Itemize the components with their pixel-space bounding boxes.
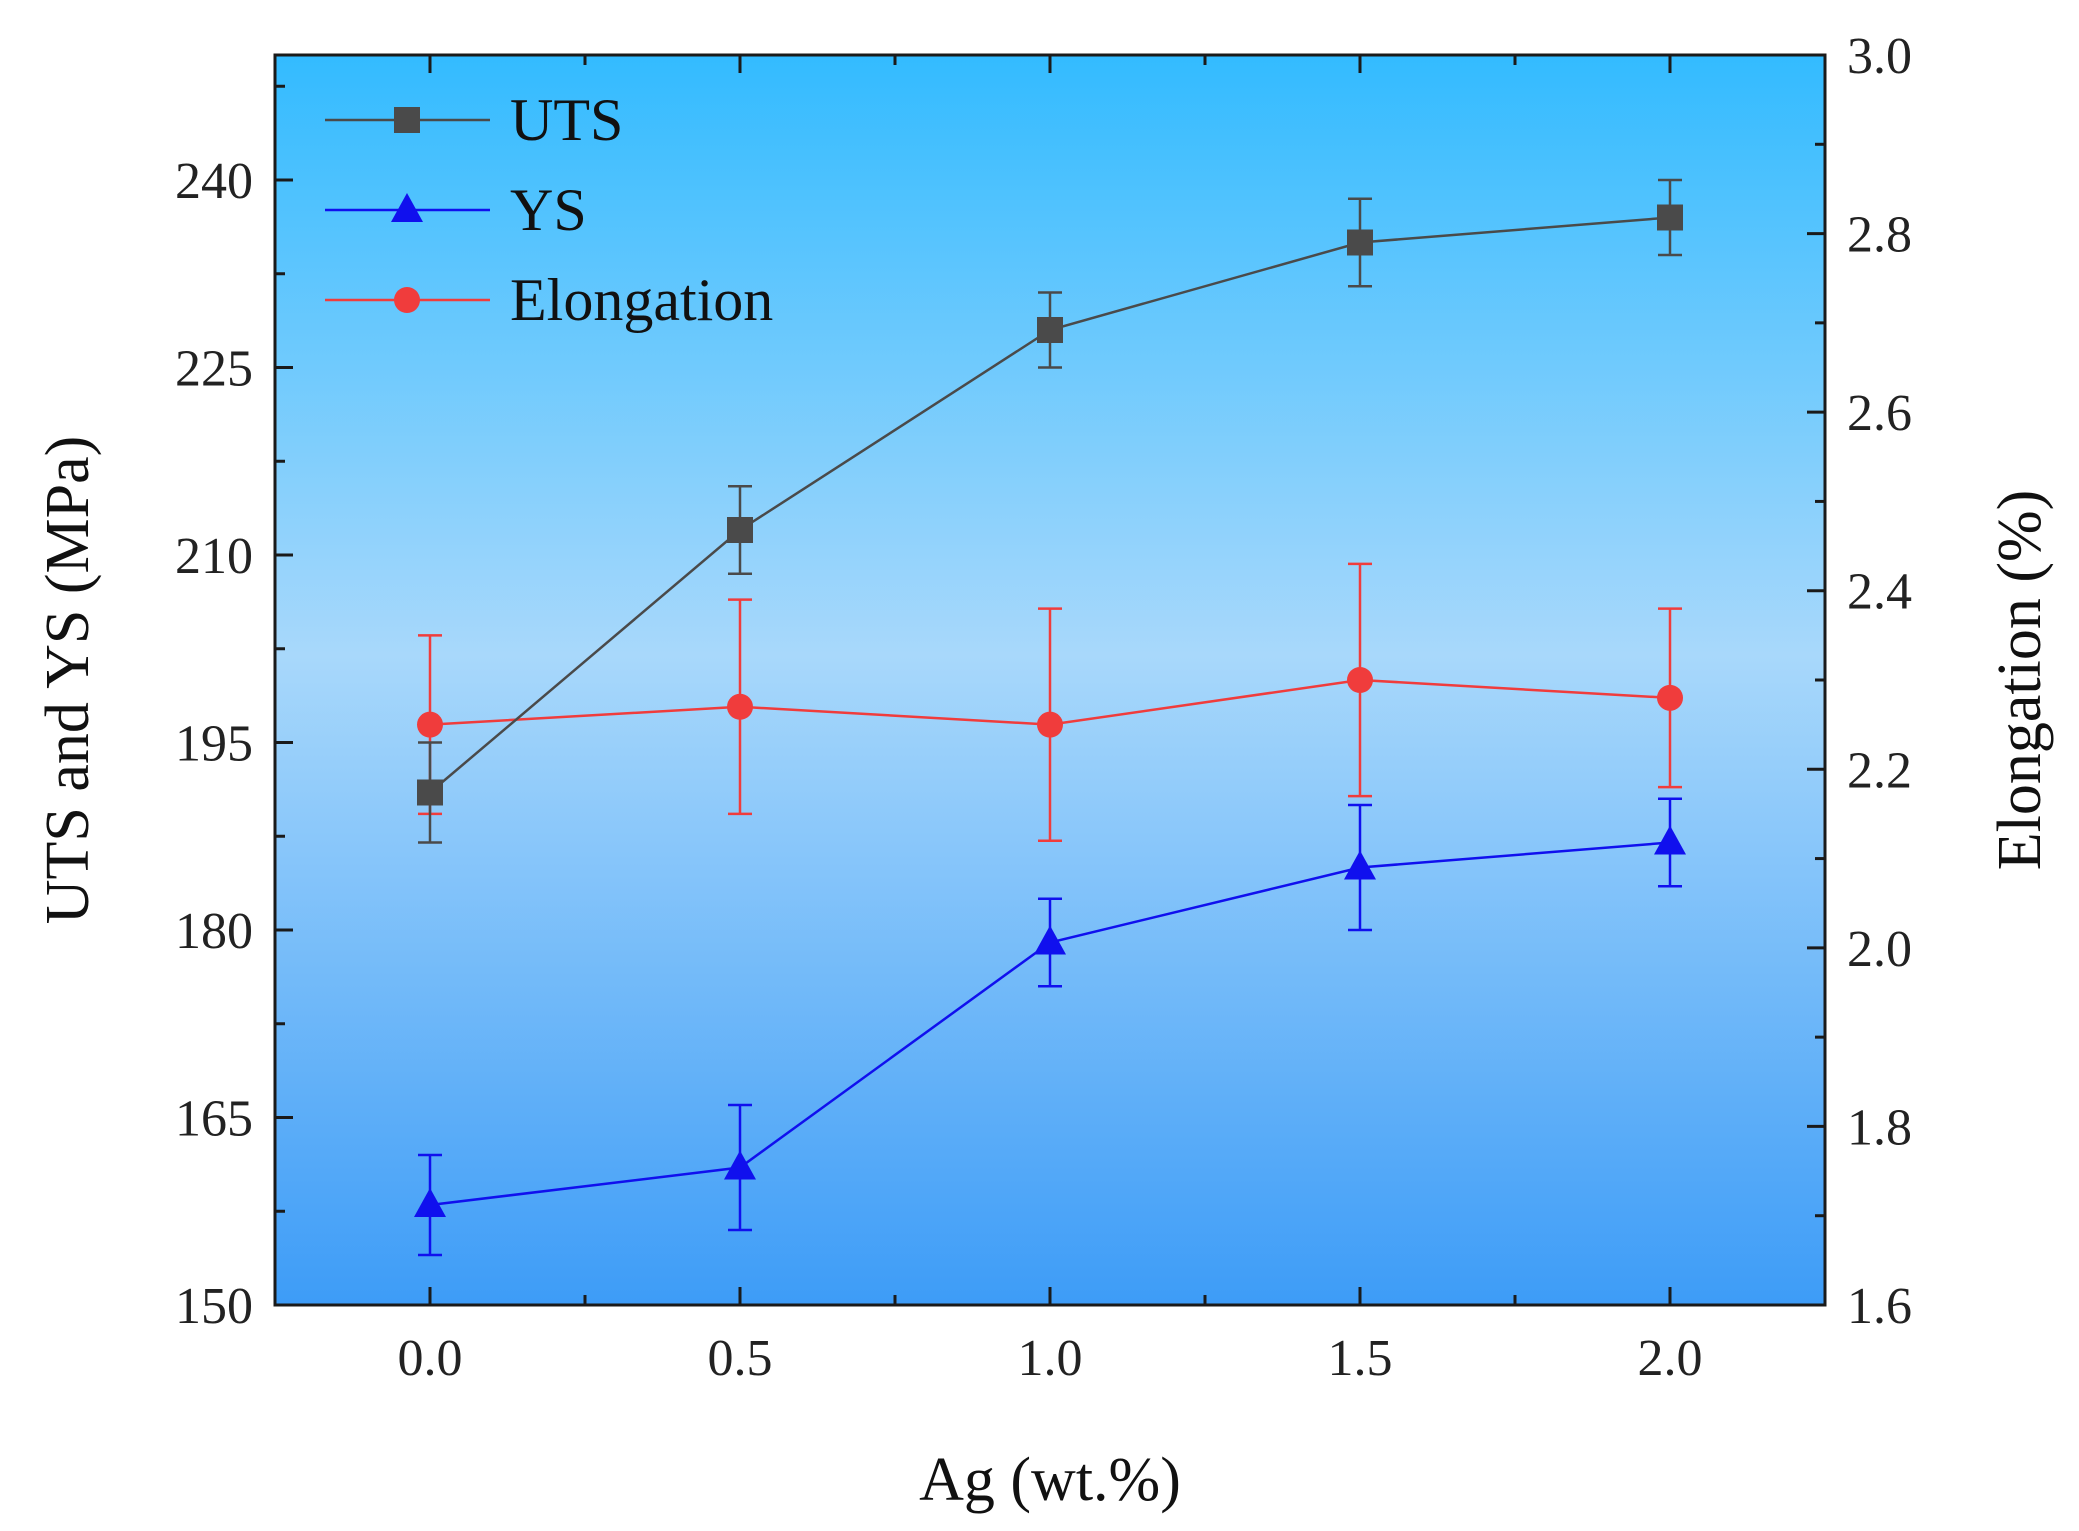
legend-marker-ys (391, 193, 423, 222)
y-axis-left-title: UTS and YS (MPa) (34, 436, 102, 925)
y-left-tick-label: 240 (175, 153, 253, 210)
series-elongation (417, 562, 1683, 842)
x-axis-title: Ag (wt.%) (919, 1446, 1181, 1514)
series-uts (417, 178, 1683, 844)
y-right-tick-label: 1.6 (1847, 1278, 1912, 1335)
series-layer (414, 178, 1686, 1257)
y-right-tick-label: 2.0 (1847, 921, 1912, 978)
data-point-uts (1347, 229, 1373, 256)
y-right-tick-label: 2.6 (1847, 385, 1912, 442)
y-left-tick-label: 195 (175, 716, 253, 773)
ticks-layer: 0.0 0.5 1.0 1.5 2.0 150 165 180 195 210 225 240 1.6 1… (175, 28, 1912, 1387)
y-right-tick-label: 2.2 (1847, 742, 1912, 799)
legend: UTS YS Elongation (325, 87, 773, 333)
y-left-tick-label: 210 (175, 528, 253, 585)
x-tick-label: 1.5 (1328, 1330, 1393, 1387)
data-point-ys (1344, 850, 1376, 880)
series-ys (414, 797, 1686, 1257)
legend-marker-uts (394, 107, 420, 133)
x-tick-label: 1.0 (1018, 1330, 1083, 1387)
y-axis-right-title: Elongation (%) (1986, 490, 2054, 871)
data-point-ys (724, 1150, 756, 1180)
x-tick-label: 0.0 (398, 1330, 463, 1387)
data-point-uts (417, 779, 443, 806)
x-tick-label: 0.5 (708, 1330, 773, 1387)
data-point-elongation (1037, 711, 1063, 738)
y-right-tick-label: 2.8 (1847, 207, 1912, 264)
legend-label-ys: YS (510, 177, 587, 243)
y-right-tick-label: 1.8 (1847, 1099, 1912, 1156)
data-point-elongation (1657, 684, 1683, 711)
data-point-ys (414, 1188, 446, 1217)
data-point-uts (727, 517, 753, 543)
data-point-uts (1657, 204, 1683, 231)
y-left-tick-label: 180 (175, 903, 253, 960)
legend-marker-elongation (394, 287, 420, 313)
legend-label-elongation: Elongation (510, 267, 773, 333)
data-point-elongation (417, 711, 443, 738)
plot-frame (273, 53, 1827, 1307)
data-point-elongation (727, 693, 753, 720)
legend-label-uts: UTS (510, 87, 623, 153)
y-left-tick-label: 165 (175, 1091, 253, 1148)
x-tick-label: 2.0 (1638, 1330, 1703, 1387)
data-point-uts (1037, 317, 1063, 343)
data-point-ys (1654, 825, 1686, 855)
y-left-tick-label: 150 (175, 1278, 253, 1335)
y-right-tick-label: 2.4 (1847, 564, 1912, 621)
y-left-tick-label: 225 (175, 341, 253, 398)
y-right-tick-label: 3.0 (1847, 28, 1912, 85)
data-point-ys (1034, 925, 1066, 955)
data-point-elongation (1347, 667, 1373, 693)
